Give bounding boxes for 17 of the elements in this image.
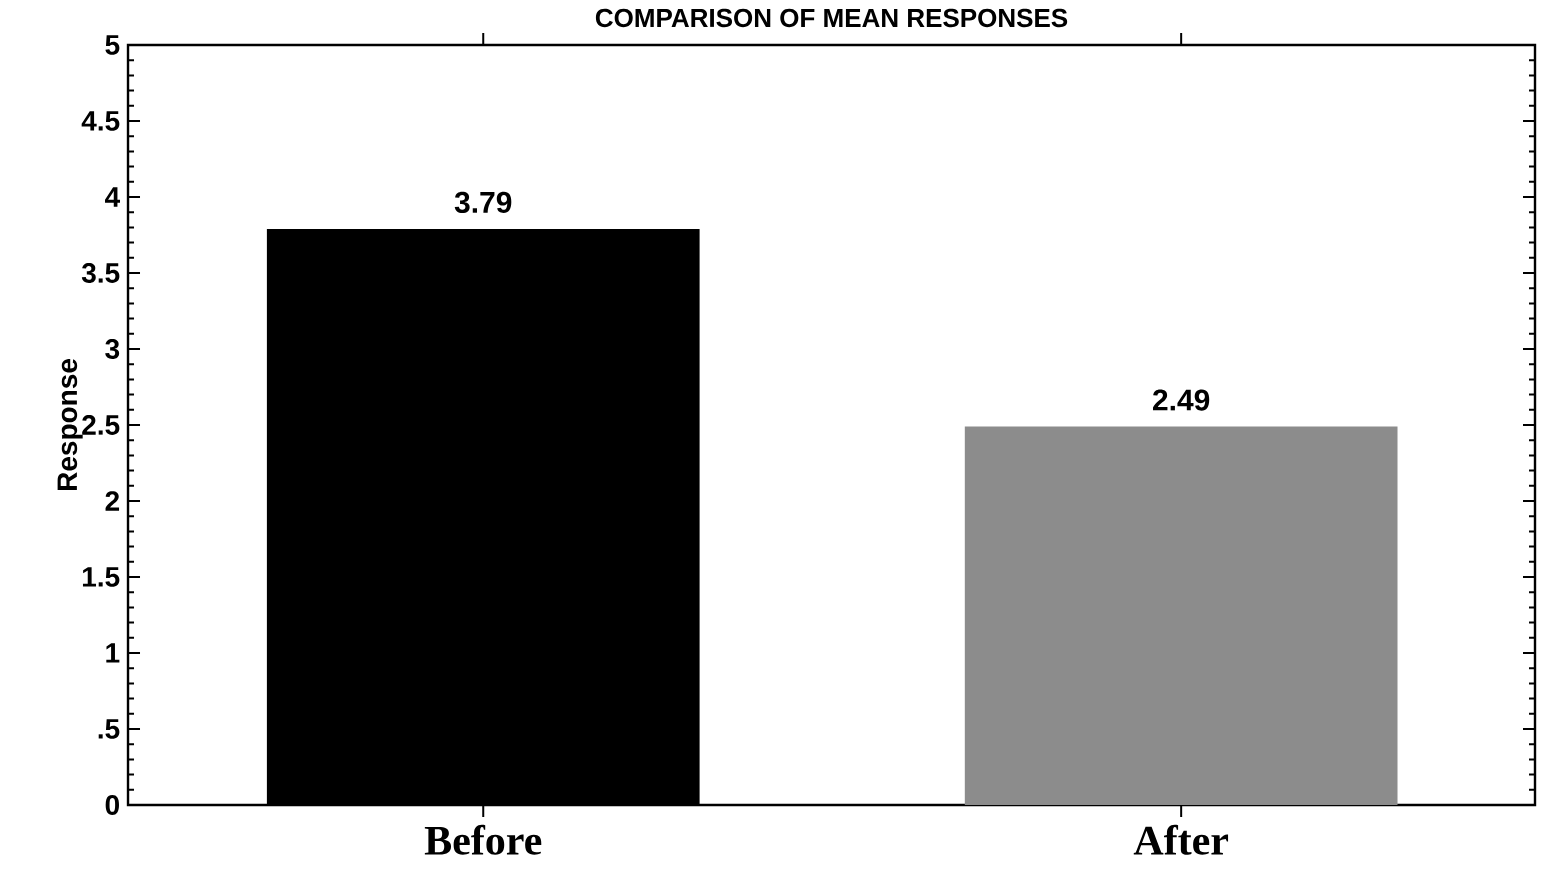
x-tick-label: After bbox=[1133, 824, 1229, 855]
x-tick-label: Before bbox=[424, 824, 542, 855]
y-tick-label: 0 bbox=[105, 795, 119, 815]
y-tick-label: 3.5 bbox=[81, 263, 120, 283]
y-tick-label: 5 bbox=[105, 35, 120, 55]
data-label: 2.49 bbox=[1153, 389, 1210, 411]
y-tick-label: 1.5 bbox=[82, 567, 120, 587]
y-tick-label: 2 bbox=[105, 491, 120, 511]
y-tick-label: 4.5 bbox=[81, 111, 120, 131]
chart-title: COMPARISON OF MEAN RESPONSES bbox=[595, 8, 1068, 28]
data-label: 3.79 bbox=[454, 191, 512, 214]
y-tick-label: 3 bbox=[105, 339, 120, 359]
y-axis-title: Response bbox=[57, 359, 83, 491]
y-tick-label: 2.5 bbox=[82, 415, 120, 435]
y-tick-label: 1 bbox=[106, 643, 120, 663]
y-tick-label: .5 bbox=[98, 719, 120, 739]
y-tick-label: 4 bbox=[105, 187, 120, 207]
